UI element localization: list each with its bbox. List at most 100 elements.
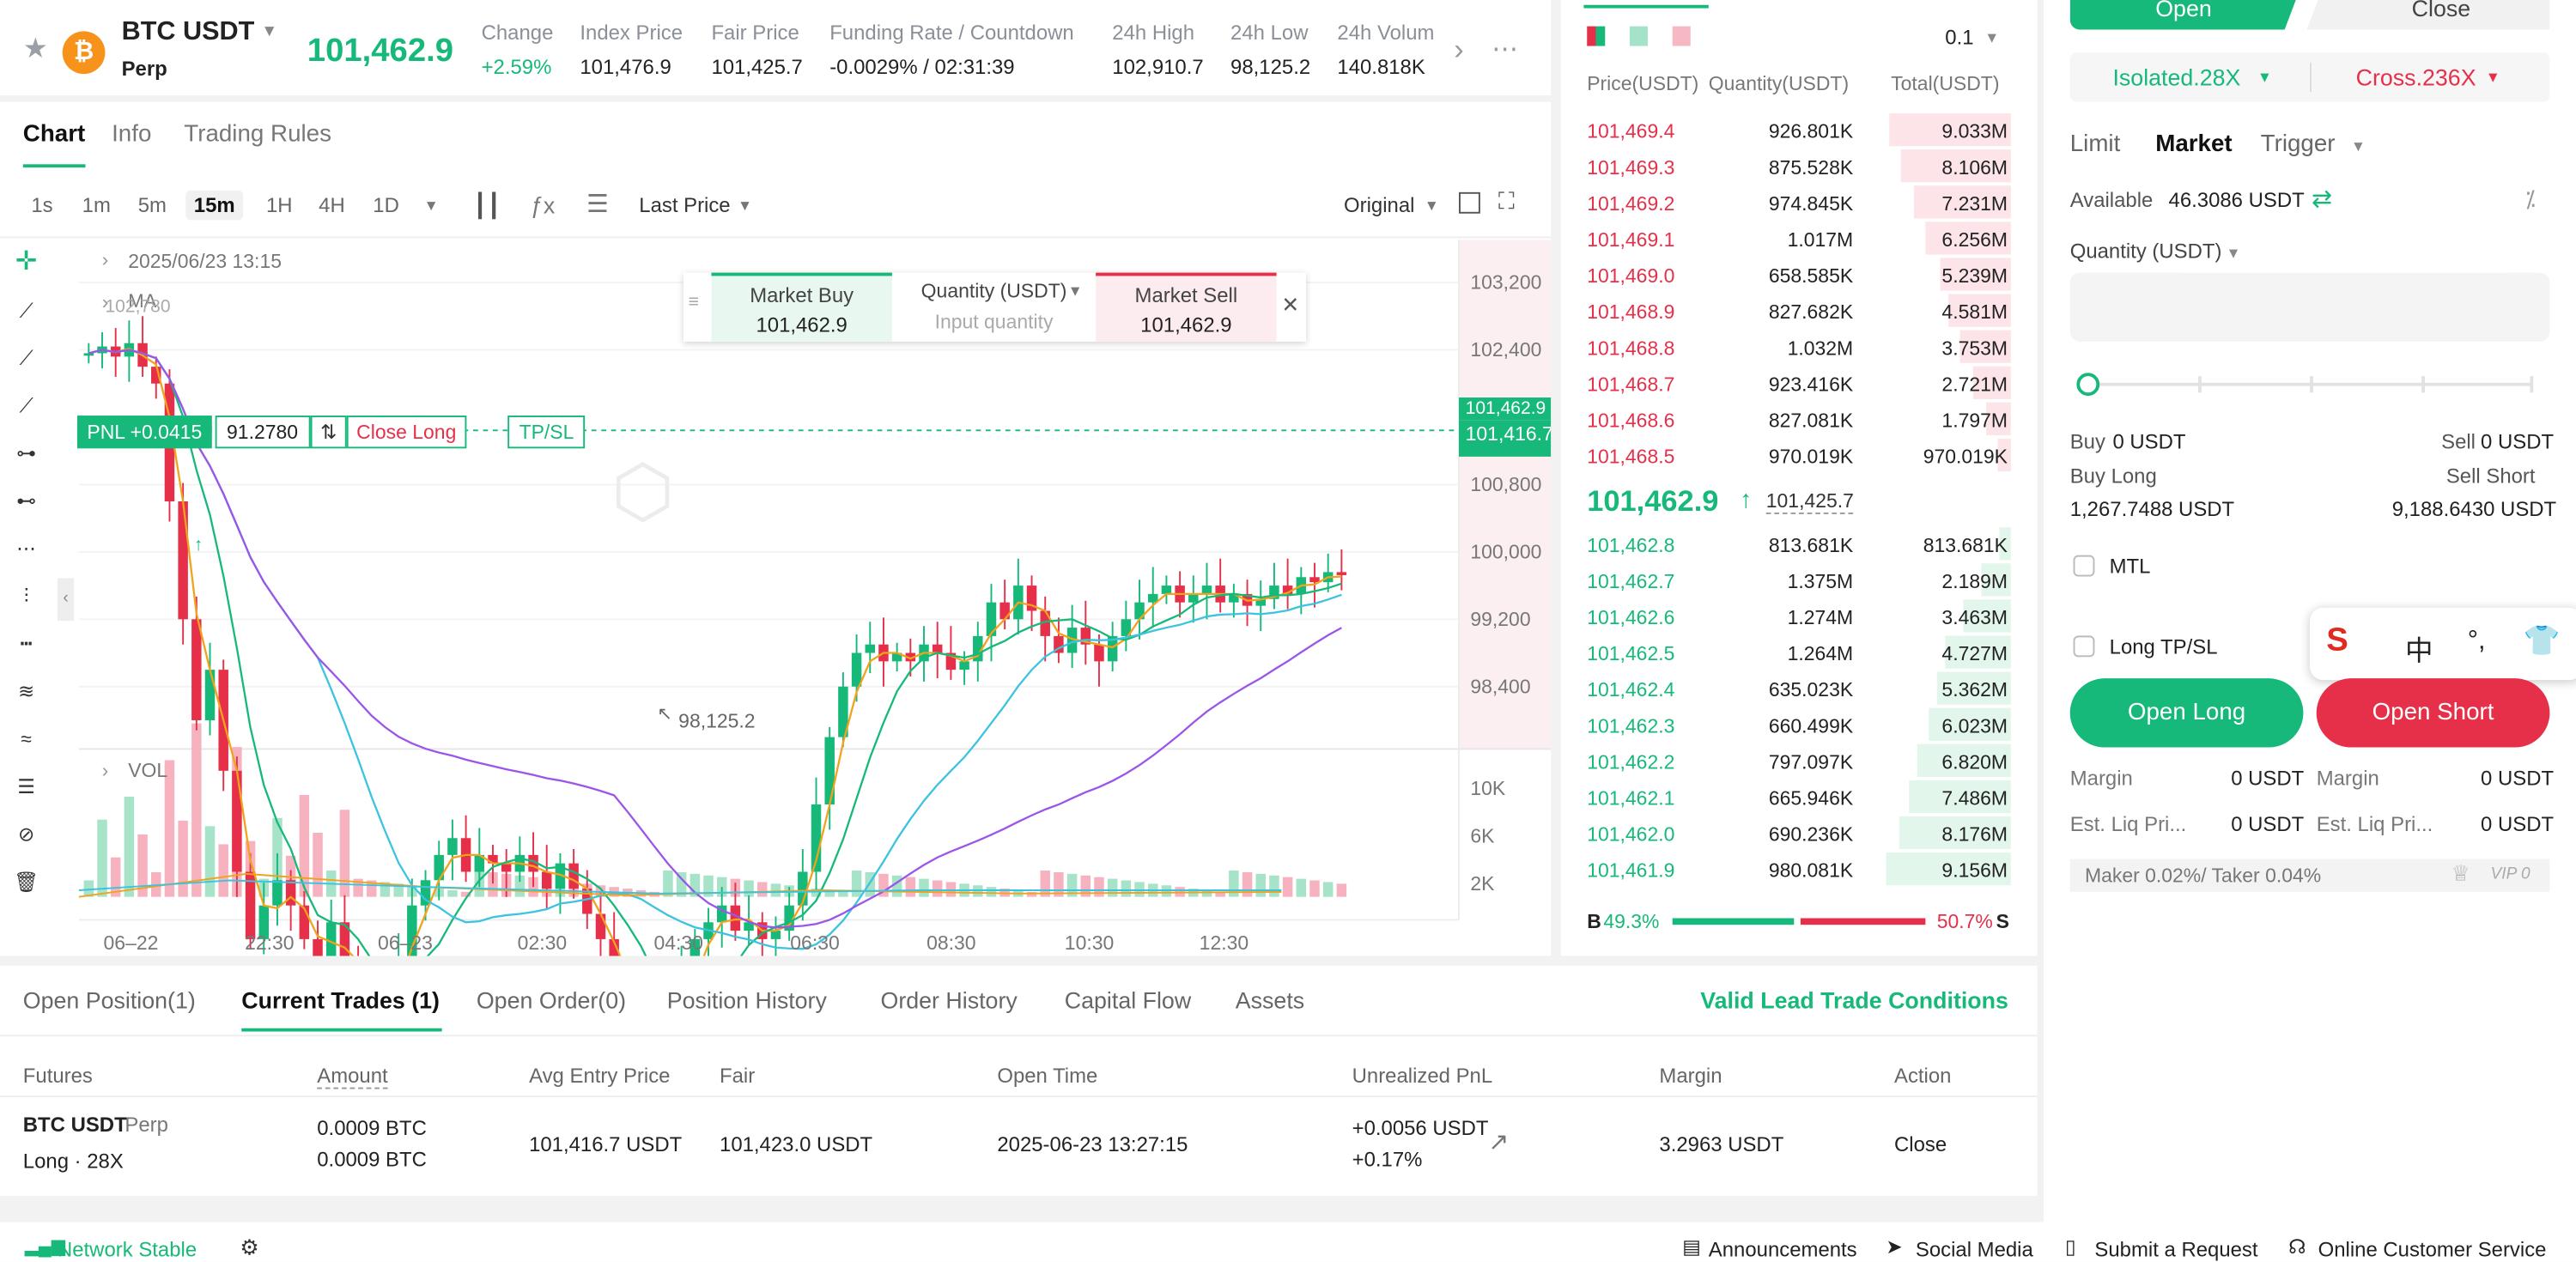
pattern-icon[interactable]: ≈ <box>21 727 32 751</box>
ask-row[interactable]: 101,468.9 827.682K 4.581M <box>1561 293 2038 329</box>
close-tab[interactable]: Close <box>2306 0 2550 30</box>
interval-1s[interactable]: 1s <box>31 193 53 217</box>
cross-dropdown-icon[interactable]: ▼ <box>2485 69 2500 86</box>
transfer-icon[interactable]: ⇄ <box>2311 185 2333 214</box>
tab-open-order[interactable]: Open Order(0) <box>476 986 627 1014</box>
bid-row[interactable]: 101,462.8 813.681K 813.681K <box>1561 525 2038 561</box>
tab-chart[interactable]: Chart <box>22 121 86 149</box>
horizontal-line-icon[interactable]: ⊶ <box>16 441 37 465</box>
row-close-button[interactable]: Close <box>1894 1133 1947 1156</box>
order-type-limit[interactable]: Limit <box>2069 131 2121 158</box>
interval-1d[interactable]: 1D <box>373 193 399 217</box>
announcements-link[interactable]: Announcements <box>1708 1238 1857 1262</box>
ask-row[interactable]: 101,468.7 923.416K 2.721M <box>1561 365 2038 401</box>
market-buy-button[interactable]: Market Buy 101,462.9 <box>711 272 892 342</box>
bid-row[interactable]: 101,462.1 665.946K 7.486M <box>1561 779 2038 815</box>
horizontal-ray-icon[interactable]: ⊷ <box>16 489 37 513</box>
fib-icon[interactable]: ≋ <box>17 680 35 703</box>
bid-row[interactable]: 101,461.9 980.081K 9.156M <box>1561 851 2038 887</box>
close-long-button[interactable]: Close Long <box>346 416 466 449</box>
bid-row[interactable]: 101,462.2 797.097K 6.820M <box>1561 743 2038 779</box>
ask-row[interactable]: 101,468.8 1.032M 3.753M <box>1561 329 2038 365</box>
ime-chinese-toggle[interactable]: 中 <box>2405 635 2433 667</box>
pnl-tag[interactable]: PNL +0.0415 <box>76 416 212 449</box>
bid-row[interactable]: 101,462.7 1.375M 2.189M <box>1561 561 2038 598</box>
price-type-dropdown-icon[interactable]: ▼ <box>738 197 753 214</box>
order-type-market[interactable]: Market <box>2155 131 2233 158</box>
submit-request-link[interactable]: Submit a Request <box>2094 1238 2258 1262</box>
isolated-dropdown-icon[interactable]: ▼ <box>2257 69 2272 86</box>
social-media-link[interactable]: Social Media <box>1915 1238 2033 1262</box>
view-mode-dropdown-icon[interactable]: ▼ <box>1424 197 1439 214</box>
lead-trade-link[interactable]: Valid Lead Trade Conditions <box>1700 986 2008 1014</box>
bid-row[interactable]: 101,462.6 1.274M 3.463M <box>1561 598 2038 634</box>
collapse-handle[interactable]: ‹ <box>57 578 75 622</box>
more-icon[interactable]: ⋯ <box>1492 36 1518 64</box>
settings-icon[interactable]: ⚙ <box>240 1235 259 1260</box>
open-tab[interactable]: Open <box>2069 0 2304 30</box>
cross-leverage[interactable]: Cross.236X <box>2355 64 2476 91</box>
customer-service-link[interactable]: Online Customer Service <box>2318 1238 2547 1262</box>
reverse-icon[interactable]: ⇅ <box>310 416 347 449</box>
tab-order-history[interactable]: Order History <box>880 986 1018 1014</box>
ma-chevron-icon[interactable]: › <box>101 290 109 314</box>
bid-row[interactable]: 101,462.3 660.499K 6.023M <box>1561 707 2038 743</box>
quantity-slider[interactable] <box>2086 376 2534 393</box>
precision-dropdown-icon[interactable]: ▼ <box>1984 29 2000 46</box>
calculator-icon[interactable]: ⁒ <box>2524 185 2536 212</box>
bid-row[interactable]: 101,462.5 1.264M 4.727M <box>1561 634 2038 670</box>
trend-line-icon[interactable]: ⟋ <box>19 299 33 323</box>
long-tpsl-checkbox[interactable] <box>2073 635 2095 658</box>
drag-handle-icon[interactable]: ≡ <box>688 292 699 312</box>
ask-row[interactable]: 101,469.2 974.845K 7.231M <box>1561 184 2038 220</box>
tab-open-position[interactable]: Open Position(1) <box>22 986 196 1014</box>
share-icon[interactable]: ↗ <box>1488 1128 1510 1156</box>
tab-current-trades[interactable]: Current Trades (1) <box>241 986 440 1014</box>
expand-chevron-icon[interactable]: › <box>101 247 109 271</box>
symbol-dropdown-icon[interactable]: ▼ <box>261 22 278 41</box>
ask-row[interactable]: 101,468.6 827.081K 1.797M <box>1561 401 2038 437</box>
open-long-button[interactable]: Open Long <box>2069 678 2304 748</box>
vol-chevron-icon[interactable]: › <box>101 758 109 782</box>
book-both-icon[interactable] <box>1587 26 1606 46</box>
extended-line-icon[interactable]: ⟋ <box>19 394 33 417</box>
quick-qty-dropdown-icon[interactable]: ▼ <box>1067 282 1083 300</box>
tab-assets[interactable]: Assets <box>1235 986 1305 1014</box>
parallel-channel-icon[interactable]: ⋯ <box>16 537 37 561</box>
chevron-right-icon[interactable]: › <box>1454 33 1464 66</box>
ask-row[interactable]: 101,469.3 875.528K 8.106M <box>1561 148 2038 184</box>
tpsl-button[interactable]: TP/SL <box>507 416 586 449</box>
ime-logo-icon[interactable]: S <box>2326 622 2348 659</box>
bid-row[interactable]: 101,462.4 635.023K 5.362M <box>1561 670 2038 707</box>
list-icon[interactable]: ☰ <box>586 190 609 219</box>
trash-icon[interactable]: 🗑 <box>14 871 39 894</box>
price-chart[interactable]: ⬡ ↑ <box>0 102 1552 956</box>
hide-icon[interactable]: ⊘ <box>17 822 35 846</box>
interval-15m[interactable]: 15m <box>185 190 244 221</box>
indicator-icon[interactable]: ƒx <box>530 191 556 219</box>
symbol-name[interactable]: BTC USDT <box>121 18 255 46</box>
view-mode-select[interactable]: Original <box>1344 193 1415 217</box>
ask-row[interactable]: 101,469.0 658.585K 5.239M <box>1561 256 2038 292</box>
market-sell-button[interactable]: Market Sell 101,462.9 <box>1096 272 1277 342</box>
fullscreen-icon[interactable]: ⛶ <box>1498 187 1515 214</box>
tab-capital-flow[interactable]: Capital Flow <box>1064 986 1192 1014</box>
book-asks-icon[interactable] <box>1672 26 1691 46</box>
vertical-line-icon[interactable]: ⫶ <box>23 585 29 608</box>
ask-row[interactable]: 101,469.1 1.017M 6.256M <box>1561 220 2038 256</box>
interval-4h[interactable]: 4H <box>319 193 345 217</box>
ime-skin-icon[interactable]: 👕 <box>2523 624 2561 658</box>
interval-1h[interactable]: 1H <box>265 193 293 217</box>
position-qty[interactable]: 91.2780 <box>215 416 311 449</box>
slider-handle[interactable] <box>2076 373 2100 397</box>
quantity-dropdown-icon[interactable]: ▼ <box>2226 245 2241 262</box>
ray-icon[interactable]: ⟋ <box>19 346 33 370</box>
layers-icon[interactable]: ☰ <box>17 775 35 798</box>
interval-5m[interactable]: 5m <box>137 193 167 217</box>
square-icon[interactable] <box>1458 191 1480 214</box>
price-type-select[interactable]: Last Price <box>639 193 731 217</box>
mtl-checkbox[interactable] <box>2073 555 2095 577</box>
tab-position-history[interactable]: Position History <box>666 986 827 1014</box>
tab-trading-rules[interactable]: Trading Rules <box>184 121 331 149</box>
order-type-trigger[interactable]: Trigger <box>2260 131 2336 158</box>
